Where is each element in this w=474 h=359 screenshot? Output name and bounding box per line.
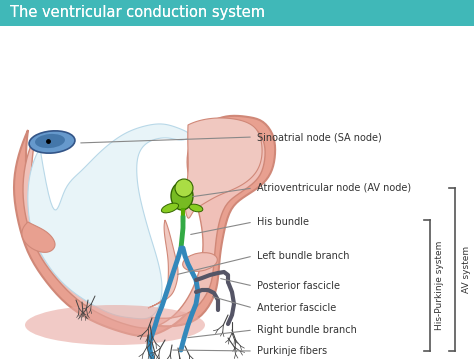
- Bar: [0, 0, 474, 26]
- Text: Right bundle branch: Right bundle branch: [257, 325, 357, 335]
- Text: Purkinje fibers: Purkinje fibers: [257, 346, 327, 356]
- Text: AV system: AV system: [463, 246, 472, 293]
- Text: Posterior fascicle: Posterior fascicle: [257, 281, 340, 291]
- Ellipse shape: [25, 305, 205, 345]
- Ellipse shape: [162, 203, 179, 213]
- Text: Sinoatrial node (SA node): Sinoatrial node (SA node): [257, 132, 382, 142]
- Polygon shape: [148, 220, 178, 308]
- Polygon shape: [23, 122, 265, 328]
- Ellipse shape: [171, 182, 193, 210]
- Polygon shape: [22, 222, 55, 252]
- Text: Anterior fascicle: Anterior fascicle: [257, 303, 336, 313]
- Ellipse shape: [182, 253, 217, 271]
- Ellipse shape: [189, 204, 203, 212]
- Ellipse shape: [175, 179, 193, 197]
- Polygon shape: [185, 118, 262, 218]
- Bar: [0, 0, 474, 26]
- Text: Atrioventricular node (AV node): Atrioventricular node (AV node): [257, 183, 411, 193]
- Text: The ventricular conduction system: The ventricular conduction system: [10, 5, 265, 20]
- Polygon shape: [14, 116, 275, 336]
- Text: The ventricular conduction system: The ventricular conduction system: [10, 5, 265, 20]
- Ellipse shape: [29, 131, 75, 153]
- Text: His-Purkinje system: His-Purkinje system: [436, 241, 445, 330]
- Text: Left bundle branch: Left bundle branch: [257, 251, 349, 261]
- Ellipse shape: [35, 134, 65, 148]
- Polygon shape: [28, 124, 190, 319]
- Text: His bundle: His bundle: [257, 217, 309, 227]
